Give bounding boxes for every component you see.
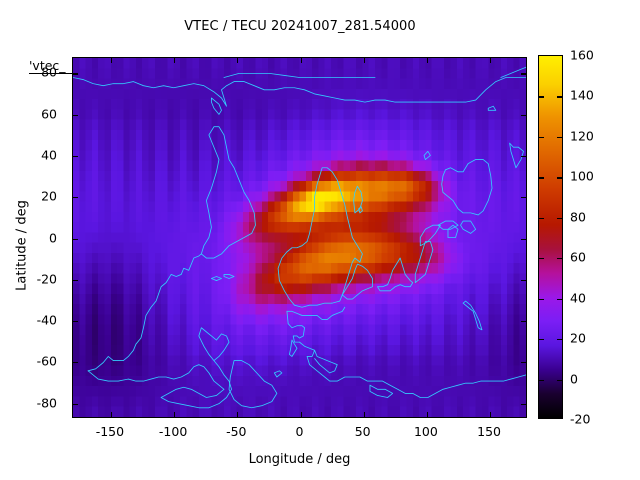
colorbar-tick-mark	[539, 217, 544, 219]
x-tick-mark	[363, 412, 365, 417]
colorbar-tick-mark	[539, 96, 544, 98]
y-tick-mark	[521, 238, 526, 240]
y-tick-label: -80	[36, 395, 57, 411]
colorbar-tick-mark	[539, 177, 544, 179]
colorbar-tick-label: 60	[570, 249, 586, 265]
stray-vtec-label: 'vtec_	[29, 58, 66, 73]
x-tick-label: -100	[158, 424, 188, 439]
colorbar-tick-mark	[557, 258, 562, 260]
y-tick-mark	[521, 279, 526, 281]
x-tick-label: 50	[354, 424, 371, 439]
y-tick-mark	[73, 279, 78, 281]
colorbar-tick-label: 100	[570, 168, 594, 184]
y-tick-mark	[73, 362, 78, 364]
y-tick-label: -20	[36, 271, 57, 287]
colorbar-tick-mark	[557, 379, 562, 381]
y-tick-mark	[521, 321, 526, 323]
colorbar-tick-label: 160	[570, 47, 594, 63]
x-tick-mark	[174, 412, 176, 417]
colorbar-tick-mark	[539, 258, 544, 260]
x-tick-label: -50	[226, 424, 247, 439]
x-tick-mark	[490, 412, 492, 417]
y-tick-mark	[73, 155, 78, 158]
y-tick-label: -40	[36, 312, 57, 328]
y-tick-mark	[521, 197, 526, 199]
y-tick-label: 80	[41, 64, 57, 80]
y-tick-label: -60	[36, 353, 57, 369]
x-tick-label: 100	[413, 424, 438, 439]
colorbar-tick-mark	[539, 298, 544, 300]
x-tick-mark	[237, 58, 239, 63]
map-axes[interactable]	[72, 57, 527, 418]
colorbar-tick-mark	[557, 298, 562, 300]
coastline-overlay	[73, 58, 526, 417]
colorbar-tick-mark	[539, 379, 544, 381]
x-tick-label: 0	[295, 424, 304, 439]
y-tick-mark	[521, 362, 526, 364]
colorbar-tick-label: 120	[570, 128, 594, 144]
y-tick-label: 40	[41, 147, 57, 163]
page-title: VTEC / TECU 20241007_281.54000	[184, 19, 416, 34]
stray-underline	[29, 73, 72, 75]
colorbar-tick-label: 80	[570, 209, 586, 225]
y-tick-label: 60	[41, 106, 57, 122]
x-tick-mark	[300, 412, 302, 417]
x-tick-mark	[363, 58, 365, 63]
x-tick-label: 150	[477, 424, 502, 439]
colorbar-tick-mark	[557, 136, 562, 139]
y-tick-label: 20	[41, 188, 57, 204]
x-tick-mark	[110, 412, 113, 417]
colorbar-tick-mark	[539, 339, 544, 341]
x-tick-mark	[110, 58, 113, 63]
x-tick-mark	[490, 58, 492, 63]
y-tick-mark	[521, 155, 526, 158]
y-tick-mark	[73, 73, 78, 75]
colorbar-tick-mark	[557, 177, 562, 179]
x-tick-mark	[237, 412, 239, 417]
y-tick-mark	[521, 73, 526, 75]
colorbar-tick-label: 140	[570, 87, 594, 103]
y-tick-label: 0	[49, 230, 57, 245]
x-tick-label: -150	[95, 424, 125, 439]
y-tick-mark	[73, 321, 78, 323]
x-tick-mark	[426, 412, 429, 417]
colorbar-tick-label: 0	[570, 371, 578, 387]
colorbar[interactable]	[538, 55, 563, 419]
colorbar-tick-mark	[557, 217, 562, 219]
colorbar-tick-mark	[557, 96, 562, 98]
y-tick-mark	[73, 403, 78, 405]
colorbar-tick-label: 20	[570, 330, 586, 346]
x-tick-mark	[300, 58, 302, 63]
y-tick-mark	[73, 114, 78, 116]
colorbar-tick-mark	[539, 136, 544, 139]
y-tick-mark	[521, 114, 526, 116]
colorbar-tick-mark	[557, 339, 562, 341]
y-tick-mark	[73, 238, 78, 240]
x-tick-mark	[174, 58, 176, 63]
colorbar-tick-label: -20	[570, 411, 591, 427]
colorbar-gradient	[539, 56, 562, 418]
y-tick-mark	[73, 197, 78, 199]
x-tick-mark	[426, 58, 429, 63]
y-tick-mark	[521, 403, 526, 405]
x-axis-title: Longitude / deg	[248, 452, 351, 467]
colorbar-tick-label: 40	[570, 290, 586, 306]
